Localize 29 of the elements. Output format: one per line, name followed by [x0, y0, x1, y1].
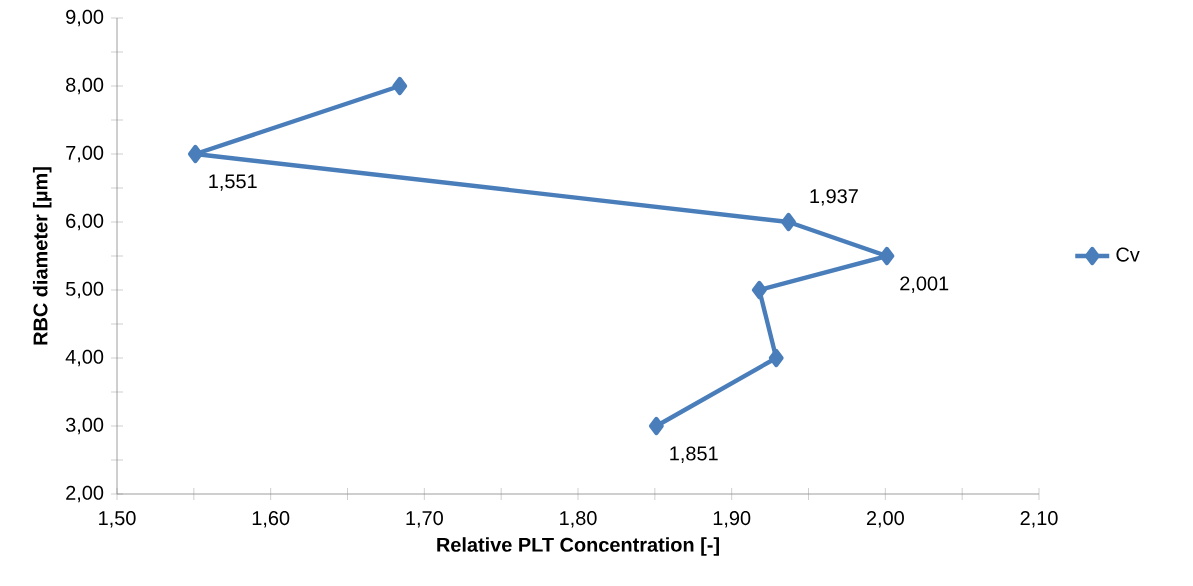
x-tick-label: 1,70: [406, 511, 443, 528]
y-tick-label: 5,00: [65, 281, 104, 299]
y-tick-label: 3,00: [65, 417, 104, 435]
y-tick-label: 9,00: [66, 9, 104, 27]
annotation: 2,001: [900, 276, 949, 293]
annotation: 1,851: [670, 446, 718, 463]
point: [768, 348, 784, 368]
x-tick-label: 2,00: [866, 511, 904, 528]
x-tick-label: 1,80: [560, 511, 597, 528]
point: [879, 246, 895, 266]
x-tick-label: 2,10: [1020, 511, 1058, 528]
y-tick-label: 2,00: [66, 485, 104, 503]
point: [187, 144, 203, 164]
point: [392, 76, 408, 96]
point: [781, 212, 796, 232]
x-tick-label: 1,90: [713, 511, 751, 528]
point: [648, 416, 664, 436]
y-tick-label: 7,00: [66, 145, 104, 163]
point: [751, 280, 767, 300]
x-tick-label: 1,60: [252, 511, 290, 528]
annotation: 1,551: [209, 174, 257, 191]
y-axis-title: RBC diameter [µm]: [32, 167, 52, 345]
y-tick-label: 8,00: [66, 77, 104, 95]
x-tick-label: 1,50: [99, 511, 136, 528]
annotation: 1,937: [810, 189, 858, 206]
x-axis-title: Relative PLT Concentration [-]: [437, 537, 719, 556]
legend-label: Cv: [1116, 247, 1140, 262]
y-tick-label: 6,00: [66, 213, 104, 231]
y-tick-label: 4,00: [65, 349, 104, 367]
